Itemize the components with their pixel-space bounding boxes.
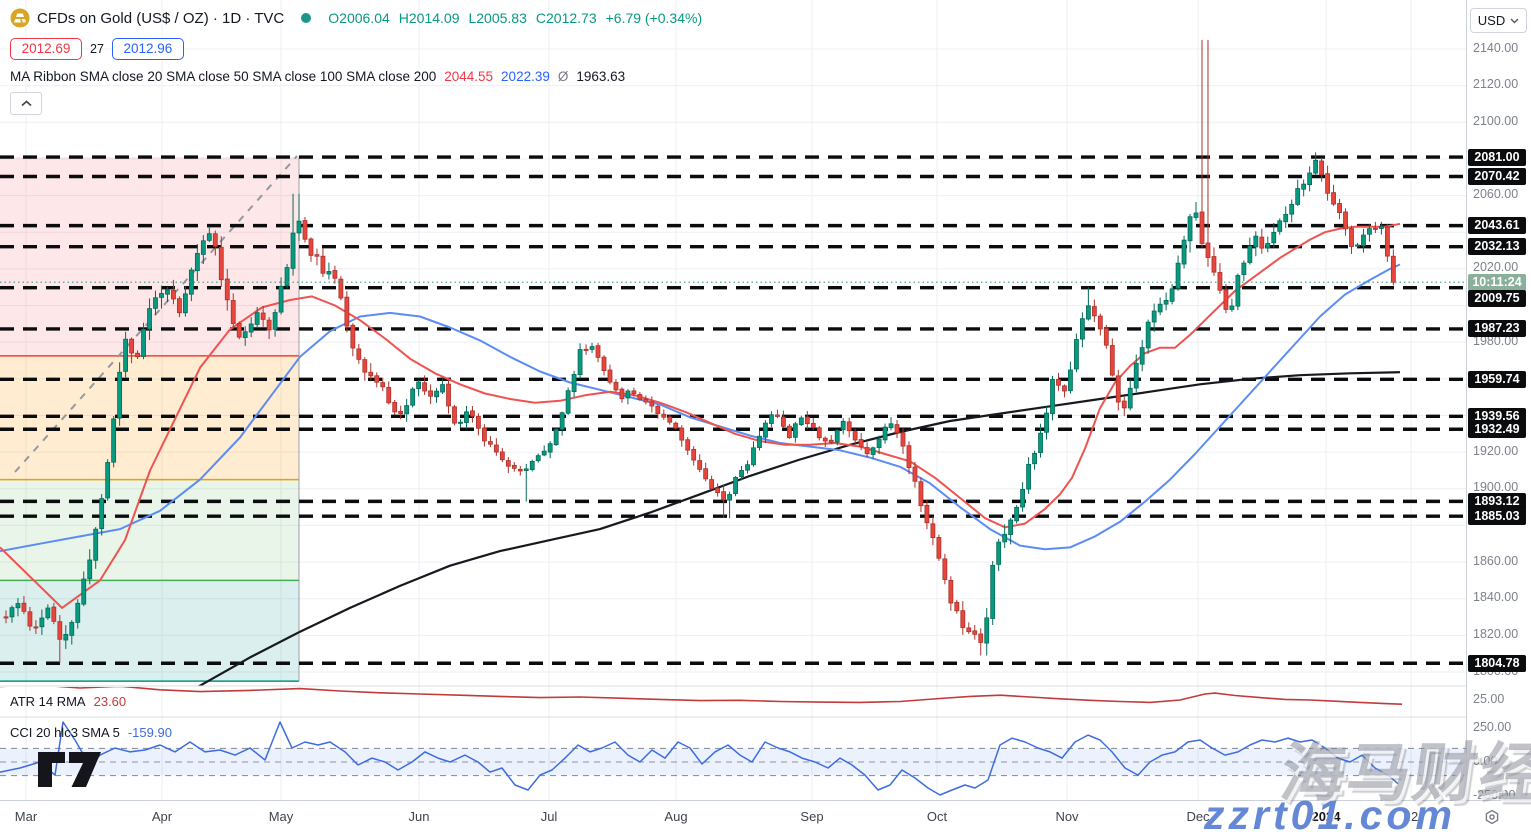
price-tick-label: 2140.00: [1473, 40, 1519, 55]
symbol-title[interactable]: CFDs on Gold (US$ / OZ) · 1D · TVC: [37, 9, 285, 27]
indicator-title[interactable]: MA Ribbon SMA close 20 SMA close 50 SMA …: [10, 69, 437, 84]
spread-value: 27: [90, 42, 104, 56]
time-axis-label: Mar: [14, 809, 38, 824]
change-value: +6.79 (+0.34%): [605, 10, 703, 26]
price-level-badge: 1959.74: [1468, 370, 1526, 388]
candles-series: [3, 39, 1396, 663]
price-level-badge: 2009.75: [1468, 290, 1526, 308]
price-tick-label: 2120.00: [1473, 77, 1519, 92]
legend: CFDs on Gold (US$ / OZ) · 1D · TVC O2006…: [10, 6, 702, 115]
price-level-badge: 1987.23: [1468, 320, 1526, 338]
price-level-badge: 1893.12: [1468, 492, 1526, 510]
chevron-down-icon: [1510, 18, 1519, 23]
market-status-dot[interactable]: [301, 13, 312, 23]
price-level-badge: 1932.49: [1468, 420, 1526, 438]
cci-tick-label: 0.00: [1473, 753, 1498, 768]
gear-icon: [1485, 809, 1499, 825]
sma50-value: 2022.39: [501, 69, 550, 84]
atr-tick-label: 25.00: [1473, 691, 1505, 706]
axis-settings-button[interactable]: [1481, 806, 1503, 828]
indicator-row[interactable]: MA Ribbon SMA close 20 SMA close 50 SMA …: [10, 69, 702, 84]
cci-legend[interactable]: CCI 20 hlc3 SMA 5 -159.90: [10, 725, 172, 740]
low-value: L2005.83: [468, 10, 527, 26]
time-axis-label: 22: [1403, 809, 1419, 824]
time-axis-label: May: [268, 809, 294, 824]
cci-value: -159.90: [127, 725, 172, 740]
tradingview-logo-icon: [38, 752, 101, 787]
cci-tick-label: -250.00: [1473, 787, 1516, 802]
sma200-value: 1963.63: [576, 69, 626, 84]
gridlines: [0, 0, 1466, 800]
price-tick-label: 1980.00: [1473, 333, 1519, 348]
price-tick-label: 1920.00: [1473, 443, 1519, 458]
open-value: O2006.04: [328, 10, 390, 26]
price-tick-label: 1840.00: [1473, 590, 1519, 605]
cci-tick-label: 250.00: [1473, 719, 1512, 734]
sma200-line: [197, 371, 1401, 686]
currency-selector-button[interactable]: USD: [1470, 8, 1527, 33]
time-axis-label: Oct: [926, 809, 948, 824]
currency-label: USD: [1477, 13, 1506, 28]
sma50-line: [0, 263, 1401, 553]
atr-line: [0, 687, 1403, 705]
price-tick-label: 1860.00: [1473, 553, 1519, 568]
symbol-row: CFDs on Gold (US$ / OZ) · 1D · TVC O2006…: [10, 6, 702, 30]
price-axis[interactable]: USD 2140.00 2120.00 2100.00 2060.00 2020.00 1…: [1466, 0, 1531, 802]
atr-title[interactable]: ATR 14 RMA: [10, 694, 86, 709]
cci-title[interactable]: CCI 20 hlc3 SMA 5: [10, 725, 120, 740]
gold-symbol-icon: [10, 8, 30, 28]
fib-zones: [0, 155, 300, 682]
time-axis-label: Jul: [540, 809, 558, 824]
price-level-badge: 2032.13: [1468, 238, 1526, 256]
time-axis-label: Dec: [1186, 809, 1210, 824]
ohlc-values: O2006.04 H2014.09 L2005.83 C2012.73 +6.7…: [328, 10, 702, 26]
sma100-value: Ø: [557, 69, 569, 84]
quote-row: 2012.69 27 2012.96: [10, 38, 702, 60]
price-tick-label: 1900.00: [1473, 480, 1519, 495]
time-axis-label: Apr: [151, 809, 173, 824]
price-tick-label: 2060.00: [1473, 187, 1519, 202]
collapse-legend-button[interactable]: [10, 92, 42, 115]
time-axis-label: Jun: [408, 809, 430, 824]
time-axis-label: Nov: [1055, 809, 1079, 824]
atr-legend[interactable]: ATR 14 RMA 23.60: [10, 694, 126, 709]
time-axis-label: Sep: [800, 809, 824, 824]
chevron-up-icon: [20, 100, 32, 107]
price-level-badge: 1804.78: [1468, 654, 1526, 672]
price-level-badge: 2081.00: [1468, 148, 1526, 166]
time-axis-label: Aug: [664, 809, 688, 824]
price-level-badge: 2070.42: [1468, 167, 1526, 185]
atr-value: 23.60: [93, 694, 127, 709]
ask-button[interactable]: 2012.96: [111, 38, 184, 60]
cci-line: [0, 721, 1399, 796]
time-axis-label: 2024: [1311, 809, 1341, 824]
atr-pane: [0, 687, 1403, 705]
time-axis[interactable]: Mar Apr May Jun Jul Aug Sep Oct Nov Dec 2024 22: [0, 800, 1531, 832]
chart-canvas[interactable]: [0, 0, 1466, 800]
price-tick-label: 2100.00: [1473, 113, 1519, 128]
price-level-badge: 2043.61: [1468, 217, 1526, 235]
cci-pane: [0, 721, 1466, 796]
bid-button[interactable]: 2012.69: [10, 38, 82, 60]
price-level-badge: 1939.56: [1468, 407, 1526, 425]
bar-countdown-badge: 10:11:24: [1468, 273, 1526, 291]
price-tick-label: 1820.00: [1473, 626, 1519, 641]
watermark-url: zzrt01.com: [1204, 792, 1456, 832]
price-tick-label: 2020.00: [1473, 260, 1519, 275]
sma20-value: 2044.55: [444, 69, 494, 84]
high-value: H2014.09: [398, 10, 460, 26]
close-value: C2012.73: [535, 10, 597, 26]
tradingview-logo[interactable]: [38, 752, 102, 793]
price-level-badge: 1885.03: [1468, 507, 1526, 525]
